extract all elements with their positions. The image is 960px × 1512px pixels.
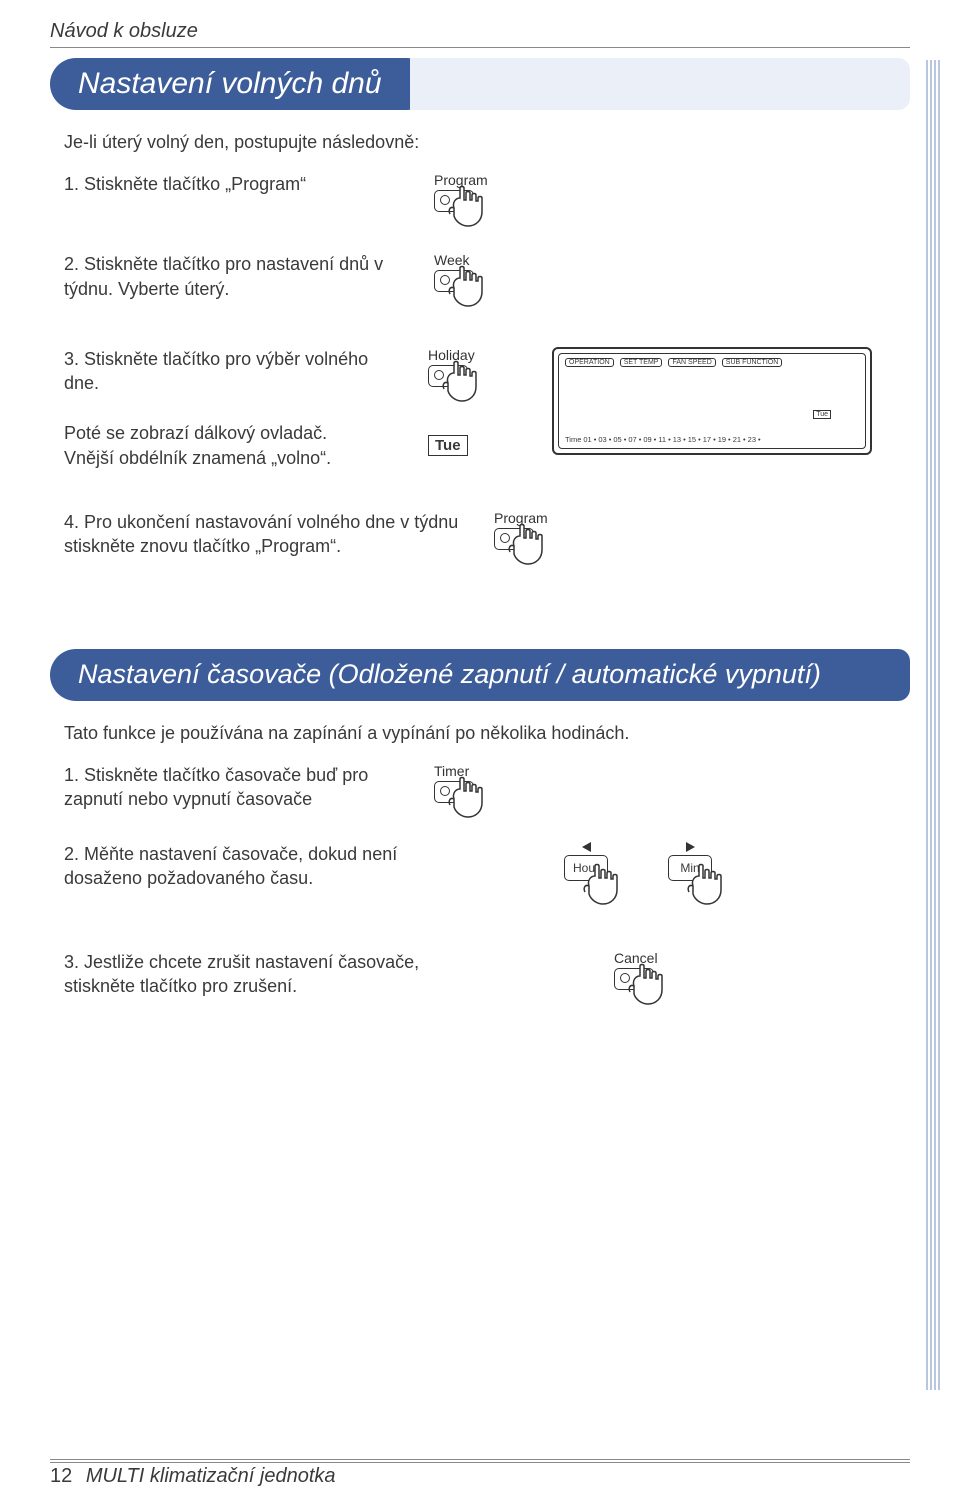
- s1-step3: 3. Stiskněte tlačítko pro výběr volného …: [64, 347, 910, 470]
- min-button-graphic: Min: [668, 842, 712, 881]
- disp-fanspeed: FAN SPEED: [668, 358, 715, 367]
- h: 01: [583, 435, 591, 444]
- s1-step3b-b: Vnější obdélník znamená „volno“.: [64, 446, 404, 470]
- divider: [50, 47, 910, 48]
- s2-step1: 1. Stiskněte tlačítko časovače buď pro z…: [64, 763, 910, 812]
- page-header: Návod k obsluze: [50, 20, 910, 43]
- s1-step2-text: 2. Stiskněte tlačítko pro nastavení dnů …: [64, 252, 404, 301]
- disp-tue: Tue: [813, 410, 831, 419]
- hand-icon: [442, 361, 502, 411]
- s1-step3-text: 3. Stiskněte tlačítko pro výběr volného …: [64, 347, 404, 396]
- disp-settemp: SET TEMP: [620, 358, 663, 367]
- section1-intro: Je-li úterý volný den, postupujte násled…: [64, 130, 910, 154]
- section1-heading: Nastavení volných dnů: [50, 58, 910, 110]
- hand-icon: [682, 864, 742, 914]
- arrow-left-icon: [582, 842, 591, 852]
- hand-icon: [508, 524, 568, 574]
- h: 03: [598, 435, 606, 444]
- h: 13: [673, 435, 681, 444]
- s2-step2-text: 2. Měňte nastavení časovače, dokud není …: [64, 842, 464, 891]
- footer-label: MULTI klimatizační jednotka: [86, 1465, 336, 1487]
- section1-title: Nastavení volných dnů: [78, 67, 382, 101]
- section2-intro: Tato funkce je používána na zapínání a v…: [64, 721, 910, 745]
- h: 11: [658, 435, 666, 444]
- hand-icon: [578, 864, 638, 914]
- s1-step4: 4. Pro ukončení nastavování volného dne …: [64, 510, 910, 559]
- arrow-right-icon: [686, 842, 695, 852]
- section2-title: Nastavení časovače (Odložené zapnutí / a…: [78, 659, 821, 690]
- holiday-button-graphic: Holiday: [428, 347, 508, 387]
- hour-button-graphic: Hour: [564, 842, 608, 881]
- h: 09: [643, 435, 651, 444]
- hand-icon: [448, 186, 508, 236]
- s2-step1-text: 1. Stiskněte tlačítko časovače buď pro z…: [64, 763, 404, 812]
- timer-button-graphic: Timer: [434, 763, 514, 803]
- remote-display: OPERATION SET TEMP FAN SPEED SUB FUNCTIO…: [552, 347, 872, 455]
- section2-heading: Nastavení časovače (Odložené zapnutí / a…: [50, 649, 910, 701]
- hand-icon: [448, 266, 508, 316]
- h: 21: [733, 435, 741, 444]
- s2-step2: 2. Měňte nastavení časovače, dokud není …: [64, 842, 910, 891]
- page-footer: 12 MULTI klimatizační jednotka: [50, 1459, 910, 1488]
- side-decor: [926, 60, 940, 1390]
- footer-page: 12: [50, 1465, 72, 1487]
- disp-subfunc: SUB FUNCTION: [722, 358, 783, 367]
- h: 23: [748, 435, 756, 444]
- h: 05: [613, 435, 621, 444]
- tue-indicator: Tue: [428, 435, 468, 456]
- disp-time-row: Time 01 • 03 • 05 • 07 • 09 • 11 • 13 • …: [565, 435, 859, 444]
- program-button-graphic: Program: [434, 172, 514, 212]
- h: 19: [718, 435, 726, 444]
- hand-icon: [628, 964, 688, 1014]
- s1-step3b-a: Poté se zobrazí dálkový ovladač.: [64, 421, 404, 445]
- disp-operation: OPERATION: [565, 358, 614, 367]
- week-button-graphic: Week: [434, 252, 514, 292]
- s1-step4-text: 4. Pro ukončení nastavování volného dne …: [64, 510, 464, 559]
- cancel-button-graphic: Cancel: [614, 950, 694, 990]
- h: 15: [688, 435, 696, 444]
- disp-time-label: Time: [565, 435, 581, 444]
- s2-step3: 3. Jestliže chcete zrušit nastavení časo…: [64, 950, 910, 999]
- s1-step1-text: 1. Stiskněte tlačítko „Program“: [64, 172, 404, 196]
- h: 07: [628, 435, 636, 444]
- program-button-graphic-2: Program: [494, 510, 574, 550]
- hand-icon: [448, 777, 508, 827]
- s2-step3-text: 3. Jestliže chcete zrušit nastavení časo…: [64, 950, 464, 999]
- h: 17: [703, 435, 711, 444]
- s1-step1: 1. Stiskněte tlačítko „Program“ Program: [64, 172, 910, 212]
- s1-step2: 2. Stiskněte tlačítko pro nastavení dnů …: [64, 252, 910, 301]
